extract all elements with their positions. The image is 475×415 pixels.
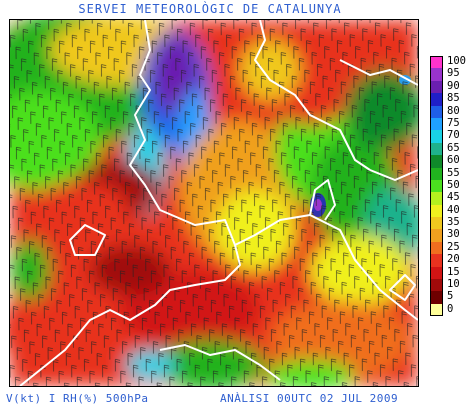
legend-swatch [430,303,443,317]
legend-swatch [430,192,443,205]
legend-swatch [430,93,443,106]
legend-step: 65 [430,141,470,156]
legend-step: 45 [430,191,470,205]
legend-swatch [430,204,443,218]
legend-label: 50 [447,178,460,191]
legend-swatch [430,291,443,304]
legend-step: 10 [430,278,470,292]
legend-step: 85 [430,92,470,106]
legend-swatch [430,68,443,81]
legend-label: 100 [447,55,466,67]
legend-label: 0 [447,302,454,315]
legend-swatch [430,266,443,280]
legend-swatch [430,241,443,255]
legend-label: 5 [447,290,454,303]
legend-label: 25 [447,240,460,253]
legend-label: 80 [447,104,460,117]
footer-right: ANÀLISI 00UTC 02 JUL 2009 [220,392,399,405]
legend-swatch [430,254,443,267]
legend-swatch [430,279,443,292]
wind-barbs [10,20,418,386]
legend-step: 95 [430,67,470,81]
legend-step: 25 [430,240,470,255]
humidity-wind-map [9,19,419,387]
legend-swatch [430,80,443,94]
legend-swatch [430,105,443,118]
legend-step: 60 [430,154,470,168]
legend-label: 90 [447,79,460,92]
legend-step: 20 [430,253,470,267]
legend-swatch [430,155,443,168]
legend-label: 40 [447,203,460,216]
legend-swatch [430,229,443,242]
legend-swatch [430,130,443,143]
legend-step: 0 [430,302,470,317]
legend-swatch [430,217,443,230]
legend-step: 80 [430,104,470,118]
legend-label: 55 [447,166,460,179]
legend-step: 55 [430,166,470,180]
legend-label: 85 [447,92,460,105]
legend-label: 30 [447,228,460,241]
legend-swatch [430,56,443,69]
footer-left: V(kt) I RH(%) 500hPa [6,392,149,405]
legend-label: 10 [447,278,460,291]
legend-swatch [430,142,443,156]
legend-step: 90 [430,79,470,94]
legend-step: 35 [430,216,470,230]
legend-step: 75 [430,116,470,131]
legend-label: 35 [447,216,460,229]
legend-label: 65 [447,141,460,154]
legend-step: 40 [430,203,470,218]
coastlines [19,20,418,386]
legend-step: 50 [430,178,470,193]
legend-label: 60 [447,154,460,167]
legend-label: 45 [447,191,460,204]
legend-step: 100 [430,55,470,69]
legend-label: 15 [447,265,460,278]
legend-label: 20 [447,253,460,266]
legend-swatch [430,179,443,193]
page-title: SERVEI METEOROLÒGIC DE CATALUNYA [78,2,342,16]
legend-label: 75 [447,116,460,129]
legend-step: 15 [430,265,470,280]
legend-swatch [430,117,443,131]
map-canvas [10,20,418,386]
legend: 100 95 90 85 80 75 70 65 60 55 50 45 40 35 30 25 20 15 10 5… [430,55,470,317]
legend-label: 70 [447,129,460,142]
legend-step: 5 [430,290,470,304]
legend-step: 70 [430,129,470,143]
legend-step: 30 [430,228,470,242]
legend-label: 95 [447,67,460,80]
legend-swatch [430,167,443,180]
